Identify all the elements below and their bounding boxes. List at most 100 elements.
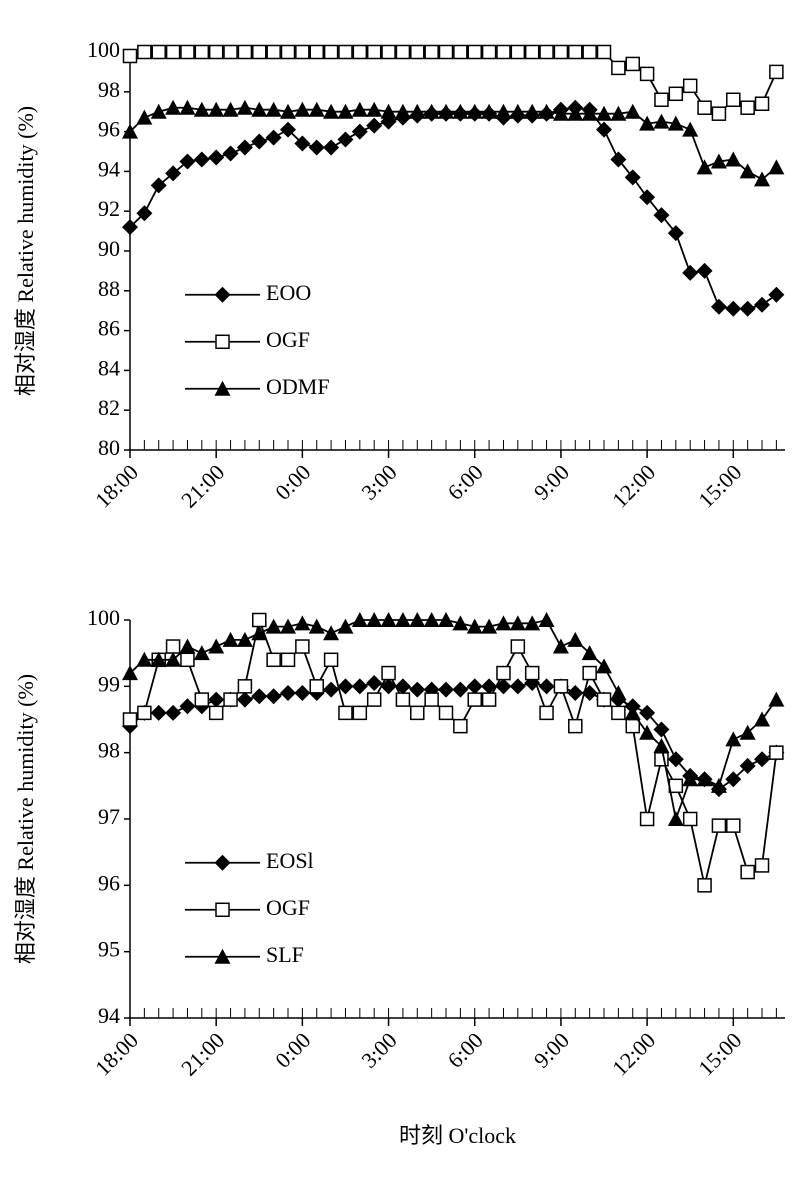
marker <box>653 721 670 738</box>
y-tick-label: 98 <box>98 77 120 102</box>
y-tick-label: 90 <box>98 236 120 261</box>
marker <box>308 139 325 156</box>
marker <box>323 44 339 60</box>
marker <box>667 115 684 131</box>
marker <box>137 705 152 721</box>
marker <box>179 638 196 654</box>
x-tick-label: 21:00 <box>176 459 229 512</box>
x-tick-label: 3:00 <box>356 459 401 504</box>
marker <box>568 44 583 60</box>
marker <box>222 101 239 117</box>
marker <box>682 121 699 137</box>
marker <box>237 679 253 694</box>
marker <box>740 100 755 115</box>
marker <box>122 48 138 64</box>
marker <box>352 44 368 60</box>
marker <box>466 103 483 119</box>
x-tick-label: 6:00 <box>442 459 487 504</box>
marker <box>553 44 569 60</box>
marker <box>165 704 182 721</box>
marker <box>596 692 612 707</box>
marker <box>725 771 742 788</box>
marker <box>754 96 770 111</box>
line <box>129 106 777 181</box>
marker <box>337 618 354 634</box>
marker <box>165 44 181 60</box>
marker <box>165 99 182 115</box>
marker <box>682 771 699 787</box>
marker <box>351 612 368 627</box>
marker <box>596 121 613 138</box>
marker <box>624 103 641 119</box>
y-tick-label: 98 <box>98 738 120 763</box>
marker <box>338 44 353 60</box>
marker <box>596 105 613 121</box>
marker <box>654 92 669 108</box>
marker <box>236 631 253 647</box>
marker <box>251 133 268 150</box>
marker <box>696 159 713 175</box>
marker <box>366 101 383 117</box>
marker <box>193 151 210 168</box>
x-tick-label: 21:00 <box>176 1027 229 1080</box>
x-tick-label: 9:00 <box>529 459 574 504</box>
marker <box>509 615 526 631</box>
marker <box>351 101 368 117</box>
marker <box>539 44 554 60</box>
marker <box>265 618 282 634</box>
marker <box>567 631 584 647</box>
marker <box>338 705 353 721</box>
marker <box>582 665 597 681</box>
marker <box>423 612 440 627</box>
marker <box>653 207 670 224</box>
y-tick-label: 96 <box>98 117 120 142</box>
marker <box>697 878 712 893</box>
y-tick-label: 88 <box>98 276 120 301</box>
marker <box>725 731 742 747</box>
marker <box>409 612 426 627</box>
marker <box>381 44 396 60</box>
marker <box>481 44 497 60</box>
marker <box>308 618 325 634</box>
marker <box>568 718 583 734</box>
marker <box>424 692 439 707</box>
y-tick-label: 96 <box>98 870 120 895</box>
marker <box>380 678 397 695</box>
marker <box>625 56 640 72</box>
marker <box>265 688 282 705</box>
marker <box>438 612 455 627</box>
marker <box>323 139 340 156</box>
marker <box>739 300 756 317</box>
marker <box>754 171 771 187</box>
marker <box>252 44 267 60</box>
marker <box>251 101 268 117</box>
marker <box>768 691 785 707</box>
marker <box>481 692 497 707</box>
marker <box>122 123 138 139</box>
line <box>129 616 778 886</box>
marker <box>136 205 153 222</box>
y-tick-label: 94 <box>98 156 120 181</box>
marker <box>768 159 785 175</box>
marker <box>294 684 311 701</box>
marker <box>726 818 741 833</box>
marker <box>481 618 498 634</box>
marker <box>495 678 512 695</box>
marker <box>266 652 281 668</box>
marker <box>122 219 138 236</box>
marker <box>740 864 755 880</box>
marker <box>667 751 684 768</box>
marker <box>653 113 670 129</box>
marker <box>208 149 225 166</box>
marker <box>223 692 238 707</box>
marker <box>380 103 397 119</box>
y-tick-label: 92 <box>98 196 120 221</box>
legend-label: SLF <box>266 942 304 967</box>
marker <box>539 705 554 721</box>
marker <box>237 44 253 60</box>
x-tick-label: 15:00 <box>693 1027 746 1080</box>
y-tick-label: 80 <box>98 435 120 460</box>
y-axis-label: 相对湿度 Relative humidity (%) <box>13 106 38 396</box>
marker <box>295 639 310 654</box>
line <box>129 618 778 823</box>
